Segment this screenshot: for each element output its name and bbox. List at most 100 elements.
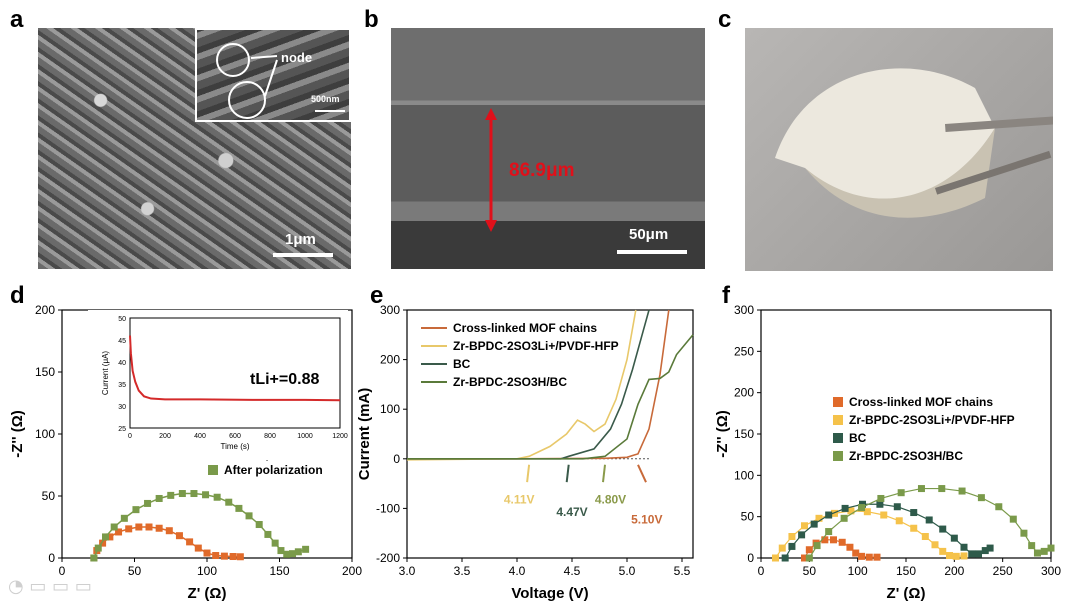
- inset-x-tick: 1200: [332, 433, 348, 440]
- x-tick-label: 300: [1041, 564, 1061, 578]
- data-point: [120, 514, 128, 522]
- sem-image-fibers: node 500nm 1μm: [38, 28, 351, 269]
- data-point: [897, 489, 905, 497]
- data-point: [981, 547, 989, 555]
- data-point: [235, 504, 243, 512]
- data-point: [893, 503, 901, 511]
- annotation-arrow: [565, 464, 570, 483]
- data-point: [167, 491, 175, 499]
- plot-frame: [406, 309, 694, 559]
- membrane-shape: [775, 68, 1053, 218]
- chart-f-eis: 0 50 100 150 200 250 300 0 50 100 150 200 250 300 Z' (…: [715, 303, 1061, 602]
- data-point: [801, 522, 808, 530]
- data-point: [921, 533, 929, 541]
- panel-label-d: d: [10, 282, 25, 309]
- inset-y-tick: 40: [118, 360, 126, 367]
- inset-y-tick: 30: [118, 404, 126, 411]
- data-point: [94, 544, 102, 552]
- x-axis-label: Z' (Ω): [887, 585, 926, 602]
- x-tick-label: 150: [896, 564, 916, 578]
- thickness-label: 86.9μm: [509, 160, 575, 181]
- data-point: [931, 541, 939, 549]
- data-point: [194, 544, 202, 552]
- legend-label: BC: [849, 431, 867, 445]
- onset-voltage-label: 5.10V: [631, 512, 662, 526]
- data-point: [289, 550, 297, 558]
- data-point: [863, 508, 871, 516]
- onset-voltage-label: 4.47V: [556, 505, 587, 519]
- inset-y-tick: 45: [118, 338, 126, 345]
- y-tick-label: 250: [734, 344, 754, 358]
- data-point: [102, 533, 109, 541]
- data-point: [178, 490, 186, 498]
- data-point: [852, 549, 860, 557]
- y-tick-label: 200: [35, 303, 55, 317]
- x-tick-label: 3.0: [399, 564, 416, 578]
- data-point: [236, 553, 244, 561]
- data-point: [1033, 549, 1041, 557]
- data-point: [810, 520, 818, 528]
- data-point: [1047, 544, 1055, 552]
- data-point: [778, 544, 786, 552]
- y-tick-label: 150: [734, 427, 754, 441]
- inset-y-label: Current (μA): [101, 351, 110, 396]
- data-point: [90, 554, 98, 562]
- data-point: [203, 549, 211, 557]
- data-point: [788, 542, 796, 550]
- membrane-photo: [745, 28, 1053, 271]
- data-point: [821, 536, 829, 544]
- x-tick-label: 250: [993, 564, 1013, 578]
- data-point: [876, 500, 884, 508]
- data-point: [225, 498, 233, 506]
- inset-x-tick: 0: [128, 433, 132, 440]
- data-point: [202, 491, 210, 499]
- data-point: [805, 546, 813, 554]
- data-point: [294, 548, 302, 556]
- data-point: [950, 534, 958, 542]
- inset-x-tick: 600: [229, 433, 241, 440]
- data-point: [175, 532, 183, 540]
- x-tick-label: 3.5: [454, 564, 471, 578]
- data-point: [277, 547, 285, 555]
- data-point: [155, 524, 163, 532]
- data-point: [781, 554, 789, 562]
- data-point: [110, 523, 118, 531]
- data-point: [135, 523, 143, 531]
- y-tick-label: 100: [380, 402, 400, 416]
- data-point: [115, 528, 123, 536]
- inset-frame: [129, 317, 341, 429]
- sem-inset-image: node 500nm: [195, 28, 351, 122]
- onset-voltage-label: 4.80V: [595, 493, 626, 507]
- legend-label: Zr-BPDC-2SO3Li+/PVDF-HFP: [453, 339, 619, 353]
- panel-label-e: e: [370, 282, 384, 309]
- data-point: [165, 527, 173, 535]
- data-point: [125, 525, 133, 533]
- data-point: [910, 524, 918, 532]
- data-point: [939, 525, 947, 533]
- legend-label: Cross-linked MOF chains: [849, 395, 993, 409]
- series-line: [407, 309, 650, 460]
- node-label: node: [281, 50, 313, 65]
- data-point: [877, 494, 885, 502]
- data-point: [144, 499, 152, 507]
- y-tick-label: -100: [376, 501, 400, 515]
- legend-label: Zr-BPDC-2SO3H/BC: [453, 375, 567, 389]
- y-tick-label: 0: [393, 452, 400, 466]
- y-tick-label: 300: [734, 303, 754, 317]
- legend-swatch: [833, 397, 843, 407]
- x-tick-label: 4.0: [509, 564, 526, 578]
- data-point: [1020, 529, 1028, 537]
- data-point: [106, 533, 114, 541]
- data-point: [858, 504, 866, 512]
- data-point: [813, 542, 821, 550]
- data-point: [815, 514, 823, 522]
- legend-swatch: [833, 433, 843, 443]
- data-point: [229, 553, 237, 561]
- data-point: [220, 552, 228, 560]
- data-point: [302, 545, 310, 553]
- onset-voltage-label: 4.11V: [504, 493, 535, 507]
- panel-label-a: a: [10, 6, 24, 33]
- plot-frame: [760, 309, 1052, 559]
- data-point: [830, 536, 837, 544]
- legend-label: Zr-BPDC-2SO3Li+/PVDF-HFP: [849, 413, 1015, 427]
